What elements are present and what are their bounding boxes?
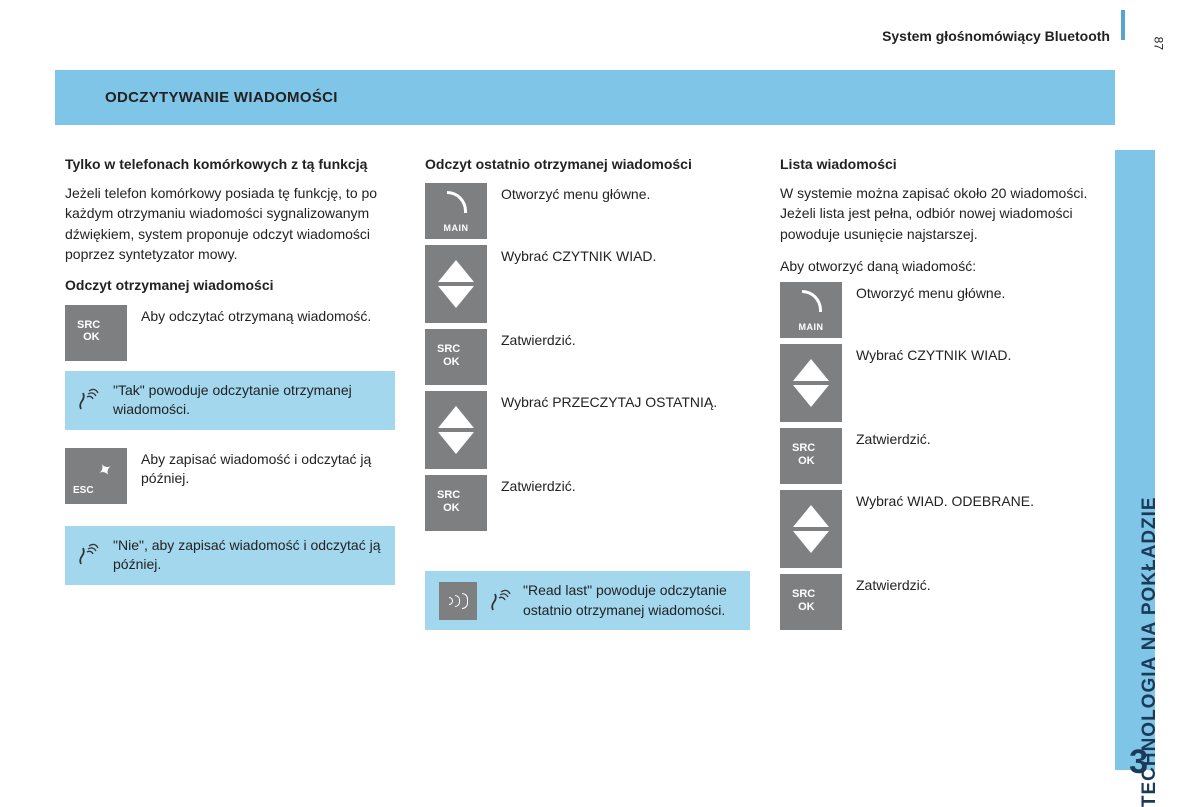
- esc-label: ESC: [73, 485, 94, 496]
- src-ok-button-icon: SRC OK: [65, 305, 127, 361]
- voice-no-text: "Nie", aby zapisać wiadomość i odczytać …: [113, 536, 383, 575]
- col2-step-srcok-2: SRC OK Zatwierdzić.: [425, 475, 750, 531]
- main-label: MAIN: [780, 322, 842, 332]
- voice-yes-text: "Tak" powoduje odczytanie otrzymanej wia…: [113, 381, 383, 420]
- src-label: SRC: [77, 319, 100, 331]
- voice-icon: [487, 588, 513, 614]
- col1-step-src-ok: SRC OK Aby odczytać otrzymaną wiadomość.: [65, 305, 395, 361]
- content-area: Tylko w telefonach komórkowych z tą funk…: [65, 155, 1105, 636]
- col2-heading: Odczyt ostatnio otrzymanej wiadomości: [425, 155, 750, 173]
- column-3: Lista wiadomości W systemie można zapisa…: [780, 155, 1110, 636]
- col3-step-srcok-2: SRC OK Zatwierdzić.: [780, 574, 1110, 630]
- up-down-button-icon: [425, 245, 487, 323]
- main-button-icon: MAIN: [780, 282, 842, 338]
- col3-step-updown-1: Wybrać CZYTNIK WIAD.: [780, 344, 1110, 422]
- title-bar: ODCZYTYWANIE WIADOMOŚCI: [55, 70, 1115, 125]
- col1-step1-text: Aby odczytać otrzymaną wiadomość.: [141, 305, 395, 327]
- col1-subheading-read: Odczyt otrzymanej wiadomości: [65, 276, 395, 294]
- col2-step-updown-1: Wybrać CZYTNIK WIAD.: [425, 245, 750, 323]
- header-section-label: System głośnomówiący Bluetooth: [882, 28, 1110, 44]
- col2-step-updown-2: Wybrać PRZECZYTAJ OSTATNIĄ.: [425, 391, 750, 469]
- col1-intro: Jeżeli telefon komórkowy posiada tę funk…: [65, 183, 395, 264]
- col3-s5-text: Zatwierdzić.: [856, 574, 1110, 596]
- up-down-button-icon: [425, 391, 487, 469]
- col3-intro: W systemie można zapisać około 20 wiadom…: [780, 183, 1110, 244]
- col3-s3-text: Zatwierdzić.: [856, 428, 1110, 450]
- col1-step-esc: ✦ ESC Aby zapisać wiadomość i odczytać j…: [65, 448, 395, 504]
- col2-s4-text: Wybrać PRZECZYTAJ OSTATNIĄ.: [501, 391, 750, 413]
- col3-heading: Lista wiadomości: [780, 155, 1110, 173]
- src-ok-button-icon: SRC OK: [425, 329, 487, 385]
- esc-arrow-icon: ✦: [94, 457, 118, 483]
- esc-button-icon: ✦ ESC: [65, 448, 127, 504]
- voice-icon: [75, 542, 101, 568]
- col3-step-srcok-1: SRC OK Zatwierdzić.: [780, 428, 1110, 484]
- col2-step-srcok-1: SRC OK Zatwierdzić.: [425, 329, 750, 385]
- col3-step-main: MAIN Otworzyć menu główne.: [780, 282, 1110, 338]
- col3-s1-text: Otworzyć menu główne.: [856, 282, 1110, 304]
- col2-s1-text: Otworzyć menu główne.: [501, 183, 750, 205]
- ok-label: OK: [83, 331, 100, 343]
- col1-step2-text: Aby zapisać wiadomość i odczytać ją późn…: [141, 448, 395, 489]
- src-ok-button-icon: SRC OK: [780, 574, 842, 630]
- src-ok-button-icon: SRC OK: [780, 428, 842, 484]
- col2-s3-text: Zatwierdzić.: [501, 329, 750, 351]
- voice-readlast-text: "Read last" powoduje odczytanie ostatnio…: [523, 581, 736, 620]
- voice-hint-yes: "Tak" powoduje odczytanie otrzymanej wia…: [65, 371, 395, 430]
- col3-s2-text: Wybrać CZYTNIK WIAD.: [856, 344, 1110, 366]
- col2-s5-text: Zatwierdzić.: [501, 475, 750, 497]
- up-down-button-icon: [780, 344, 842, 422]
- voice-hint-no: "Nie", aby zapisać wiadomość i odczytać …: [65, 526, 395, 585]
- col2-step-main: MAIN Otworzyć menu główne.: [425, 183, 750, 239]
- sound-button-icon: [439, 582, 477, 620]
- col2-s2-text: Wybrać CZYTNIK WIAD.: [501, 245, 750, 267]
- col3-s4-text: Wybrać WIAD. ODEBRANE.: [856, 490, 1110, 512]
- src-ok-button-icon: SRC OK: [425, 475, 487, 531]
- title-bar-text: ODCZYTYWANIE WIADOMOŚCI: [105, 89, 338, 106]
- column-2: Odczyt ostatnio otrzymanej wiadomości MA…: [425, 155, 750, 636]
- page-number: 87: [1151, 37, 1165, 50]
- col3-step-updown-2: Wybrać WIAD. ODEBRANE.: [780, 490, 1110, 568]
- up-down-button-icon: [780, 490, 842, 568]
- main-button-icon: MAIN: [425, 183, 487, 239]
- voice-icon: [75, 387, 101, 413]
- side-tab-chapter-number: 3: [1129, 743, 1148, 782]
- col3-lead: Aby otworzyć daną wiadomość:: [780, 256, 1110, 276]
- col1-heading: Tylko w telefonach komórkowych z tą funk…: [65, 155, 395, 173]
- voice-hint-readlast: "Read last" powoduje odczytanie ostatnio…: [425, 571, 750, 630]
- main-label: MAIN: [425, 223, 487, 233]
- header-accent-tick: [1121, 10, 1125, 40]
- column-1: Tylko w telefonach komórkowych z tą funk…: [65, 155, 395, 636]
